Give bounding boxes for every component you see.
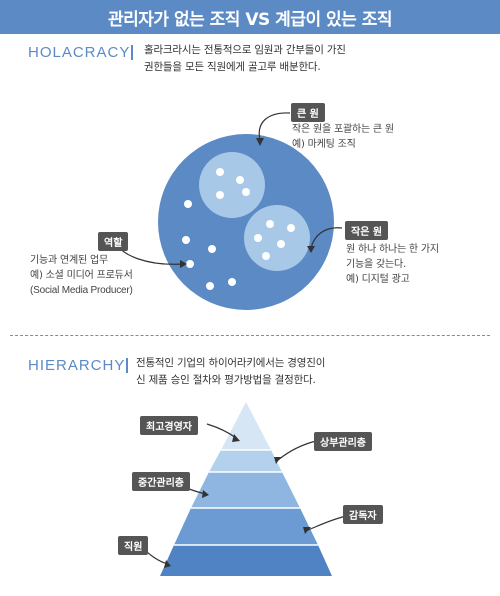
pyramid-tier-3 <box>191 472 300 508</box>
pyramid-tier-2 <box>209 450 282 472</box>
level-supervisor-tag: 감독자 <box>343 505 383 524</box>
pyramid-tier-1 <box>221 402 271 450</box>
role-dots-top <box>216 168 250 199</box>
heading-divider-bar <box>126 358 128 373</box>
small-circle-tag: 작은 원 <box>345 221 389 240</box>
pyramid-tier-lines <box>174 449 318 546</box>
heading-divider-bar <box>131 45 133 60</box>
small-circle-note-line: 예) 디지털 광고 <box>346 274 410 285</box>
role-tag: 역할 <box>98 232 129 251</box>
holacracy-description: 홀라크라시는 전통적으로 임원과 간부들이 가진 권한들을 모든 직원에게 골고… <box>144 42 346 76</box>
level-staff-tag: 직원 <box>118 536 149 555</box>
holacracy-heading: HOLACRACY <box>28 44 131 61</box>
hierarchy-description-line: 신 제품 승인 절차와 평가방법을 결정한다. <box>136 374 316 386</box>
role-dots-loose <box>182 200 236 290</box>
big-circle-note: 작은 원을 포괄하는 큰 원 예) 마케팅 조직 <box>292 122 394 152</box>
callout-arrowheads-hierarchy <box>164 434 311 568</box>
pyramid-tier-4 <box>174 508 318 545</box>
level-upper-management-tag: 상부관리층 <box>314 432 372 451</box>
level-middle-management-tag: 중간관리층 <box>132 472 190 491</box>
small-circle-note-line: 원 하나 하나는 한 가지 <box>346 244 439 255</box>
role-note-line: 기능과 연계된 업무 <box>30 255 108 266</box>
hierarchy-description: 전통적인 기업의 하이어라키에서는 경영진이 신 제품 승인 절차와 평가방법을… <box>136 355 325 389</box>
small-circle-note: 원 하나 하나는 한 가지 기능을 갖는다. 예) 디지털 광고 <box>346 242 439 287</box>
pyramid-tier-5 <box>160 545 332 576</box>
hierarchy-description-line: 전통적인 기업의 하이어라키에서는 경영진이 <box>136 357 326 369</box>
small-circle-top <box>199 152 265 218</box>
role-note-line: 예) 소셜 미디어 프로듀서 <box>30 270 133 281</box>
big-circle-note-line: 작은 원을 포괄하는 큰 원 <box>292 124 394 135</box>
hierarchy-heading: HIERARCHY <box>28 357 126 374</box>
role-note: 기능과 연계된 업무 예) 소셜 미디어 프로듀서 (Social Media … <box>30 253 133 298</box>
page-title: 관리자가 없는 조직 VS 계급이 있는 조직 <box>0 0 500 34</box>
callout-arrowheads-holacracy <box>180 138 315 268</box>
role-note-line: (Social Media Producer) <box>30 285 133 296</box>
small-circle-note-line: 기능을 갖는다. <box>346 259 406 270</box>
big-circle-tag: 큰 원 <box>291 103 325 122</box>
small-circle-right <box>244 205 310 271</box>
section-divider <box>10 335 490 336</box>
role-dots-right <box>254 220 295 260</box>
holacracy-description-line: 홀라크라시는 전통적으로 임원과 간부들이 가진 <box>144 44 346 56</box>
holacracy-description-line: 권한들을 모든 직원에게 골고루 배분한다. <box>144 61 321 73</box>
level-ceo-tag: 최고경영자 <box>140 416 198 435</box>
big-circle-note-line: 예) 마케팅 조직 <box>292 139 356 150</box>
